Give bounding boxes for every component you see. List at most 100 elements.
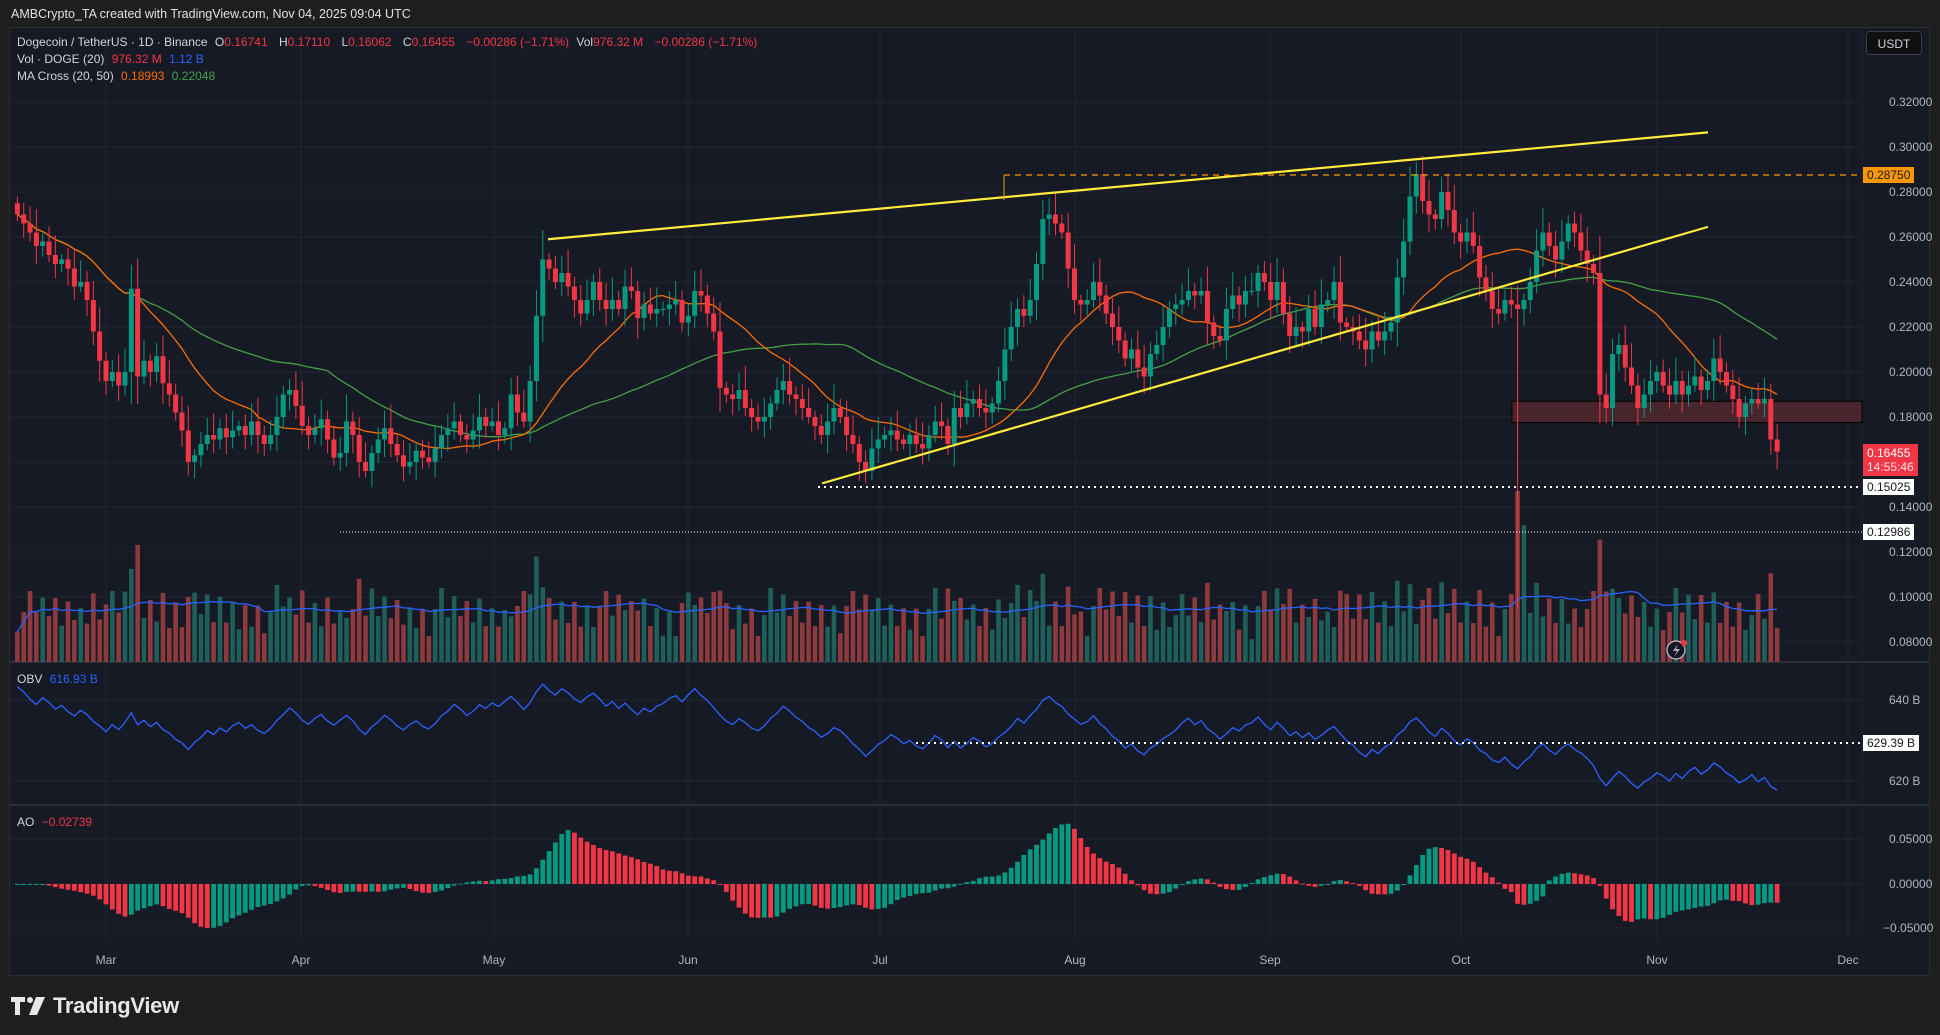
ao-bar <box>749 884 755 918</box>
volume-bar <box>1578 627 1584 662</box>
ao-bar <box>1337 879 1343 884</box>
candle-body <box>584 300 590 314</box>
candle-body <box>1242 291 1248 305</box>
volume-bar <box>597 605 603 662</box>
obv-legend[interactable]: OBV 616.93 B <box>17 672 98 686</box>
volume-bar <box>603 591 609 662</box>
ao-bar <box>1129 880 1134 884</box>
ao-bar <box>1540 884 1546 897</box>
ao-legend[interactable]: AO −0.02739 <box>17 815 93 829</box>
ao-bar <box>901 884 906 898</box>
ao-bar <box>774 884 780 917</box>
month-label: Aug <box>1064 953 1086 967</box>
tradingview-logo[interactable]: TradingView <box>11 993 179 1019</box>
ao-bar <box>875 884 881 910</box>
volume-ma-line <box>16 590 1778 632</box>
volume-bar <box>660 635 666 662</box>
candle-body <box>1166 309 1172 327</box>
ao-bar <box>1584 875 1590 884</box>
month-label: Dec <box>1837 953 1859 967</box>
ao-bar <box>508 878 514 884</box>
volume-bar <box>1255 605 1261 662</box>
volume-bar <box>65 601 71 662</box>
candle-body <box>483 417 489 426</box>
chart-frame[interactable] <box>9 27 1930 976</box>
volume-bar <box>546 598 552 662</box>
support-tag-2: 0.12986 <box>1863 524 1915 540</box>
candle-body <box>312 428 318 435</box>
candle-body <box>1128 349 1134 359</box>
candle-body <box>147 360 153 372</box>
volume-bar <box>1489 602 1495 662</box>
volume-bar <box>863 594 868 662</box>
volume-bar <box>1553 623 1558 662</box>
volume-bar <box>1173 615 1179 662</box>
ao-bar <box>1521 884 1527 905</box>
volume-bar <box>768 587 773 662</box>
volume-bar <box>1186 615 1191 662</box>
ao-bar <box>1002 872 1008 884</box>
ao-bar <box>1711 884 1717 904</box>
ao-bar <box>787 884 793 909</box>
currency-button[interactable]: USDT <box>1866 31 1922 55</box>
volume-bar <box>1103 609 1109 662</box>
volume-bar <box>875 598 881 662</box>
ao-bar <box>154 884 160 905</box>
candle-body <box>1230 295 1236 309</box>
candle-body <box>1179 300 1185 305</box>
candle-body <box>1198 291 1204 296</box>
ao-bar <box>1641 884 1647 919</box>
ao-bar <box>806 884 812 904</box>
candle-body <box>609 300 615 309</box>
candle-body <box>1559 241 1565 260</box>
ao-bar <box>692 876 698 884</box>
volume-bar <box>1281 603 1286 662</box>
candle-body <box>1154 345 1160 354</box>
ao-bar <box>818 884 824 908</box>
ao-bar <box>420 884 425 893</box>
volume-legend[interactable]: Vol · DOGE (20) 976.32 M 1.12 B <box>17 52 204 66</box>
ao-bar <box>1388 884 1394 894</box>
volume-bar <box>762 615 767 662</box>
volume-bar <box>806 601 811 662</box>
ao-bar <box>230 884 235 919</box>
volume-bar <box>46 616 52 662</box>
candle-body <box>198 444 204 456</box>
ao-bar <box>755 884 761 918</box>
ao-bar <box>996 875 1001 884</box>
ao-bar <box>920 884 925 894</box>
ao-bar <box>1274 873 1280 884</box>
volume-bar <box>1034 600 1039 662</box>
volume-bar <box>622 609 628 662</box>
volume-bar <box>306 622 311 662</box>
candle-body <box>521 412 527 422</box>
candle-body <box>331 439 337 458</box>
obv-tick: 620 B <box>1889 774 1921 788</box>
volume-bar <box>496 626 501 662</box>
candle-body <box>1053 214 1058 224</box>
candle-body <box>1090 282 1096 300</box>
candle-body <box>989 403 995 413</box>
volume-bar <box>1179 594 1185 662</box>
ao-bar <box>780 884 786 913</box>
volume-bar <box>1730 626 1736 662</box>
ao-bar <box>217 884 223 926</box>
candle-body <box>1761 399 1767 404</box>
candle-body <box>1610 354 1616 408</box>
symbol-title[interactable]: Dogecoin / TetherUS · 1D · Binance <box>17 35 208 49</box>
volume-bar <box>375 616 381 662</box>
ma-cross-legend[interactable]: MA Cross (20, 50) 0.18993 0.22048 <box>17 69 216 83</box>
volume-bar <box>1021 617 1027 662</box>
volume-bar <box>1376 622 1381 662</box>
volume-bar <box>1559 598 1565 662</box>
alert-icon[interactable] <box>1666 640 1687 660</box>
ao-bar <box>1603 884 1609 899</box>
volume-bar <box>1116 616 1122 662</box>
candle-body <box>495 421 501 435</box>
volume-bar <box>1325 611 1330 662</box>
candle-body <box>920 444 926 449</box>
volume-bar <box>850 591 856 662</box>
candle-body <box>1458 232 1464 242</box>
candle-body <box>977 399 983 408</box>
